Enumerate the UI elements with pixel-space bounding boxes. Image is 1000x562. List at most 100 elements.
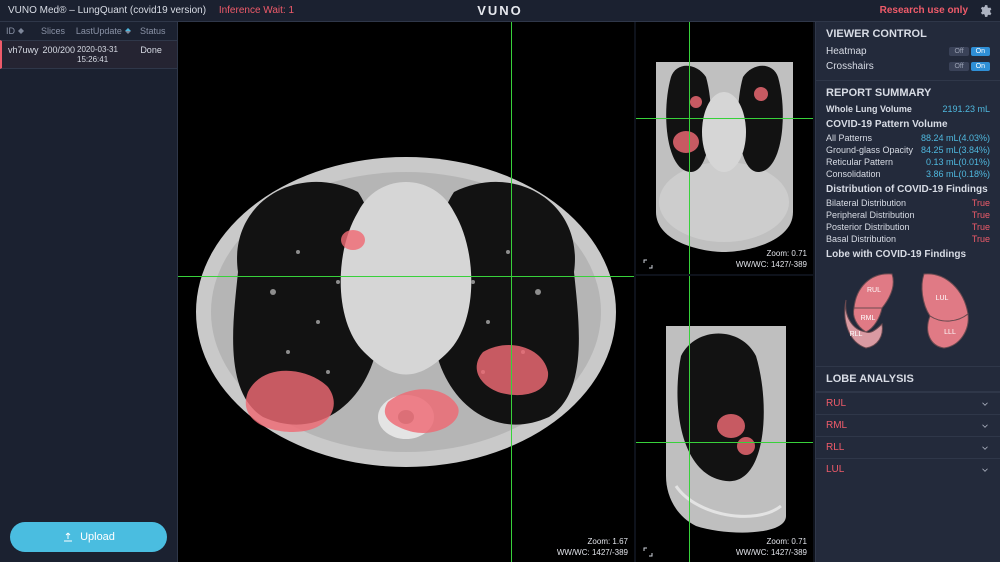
pattern-label: Reticular Pattern [826, 157, 893, 167]
viewer-control-section: VIEWER CONTROL Heatmap Off On Crosshairs… [816, 22, 1000, 81]
upload-button[interactable]: Upload [10, 522, 167, 552]
lobe-name: RUL [826, 398, 846, 409]
expand-icon[interactable] [642, 258, 654, 270]
col-slices: Slices [41, 26, 76, 36]
pattern-label: All Patterns [826, 133, 872, 143]
label-lll: LLL [944, 329, 956, 336]
topbar: VUNO Med® – LungQuant (covid19 version) … [0, 0, 1000, 22]
lobe-row-lul[interactable]: LUL [816, 458, 1000, 480]
distribution-label: Peripheral Distribution [826, 210, 915, 220]
distribution-row: Basal Distribution True [826, 233, 990, 245]
case-row[interactable]: vh7uwy 200/200 2020-03-3115:26:41 Done [0, 40, 177, 69]
crosshairs-toggle[interactable]: Off On [949, 62, 990, 71]
whole-lung-label: Whole Lung Volume [826, 104, 912, 114]
distribution-value: True [972, 198, 990, 208]
distribution-title: Distribution of COVID-19 Findings [826, 184, 990, 195]
crosshair-horizontal [636, 442, 813, 443]
pattern-value: 88.24 mL(4.03%) [921, 133, 990, 143]
distribution-row: Posterior Distribution True [826, 221, 990, 233]
chevron-down-icon [980, 421, 990, 431]
heatmap-row: Heatmap Off On [826, 44, 990, 59]
distribution-value: True [972, 222, 990, 232]
heatmap-toggle[interactable]: Off On [949, 47, 990, 56]
col-status: Status [140, 26, 171, 36]
case-id: vh7uwy [8, 45, 43, 64]
distribution-value: True [972, 234, 990, 244]
ct-coronal [636, 22, 813, 274]
expand-icon[interactable] [642, 546, 654, 558]
distribution-label: Bilateral Distribution [826, 198, 906, 208]
pattern-value: 3.86 mL(0.18%) [926, 169, 990, 179]
viewport-info: Zoom: 1.67 WW/WC: 1427/-389 [557, 537, 628, 558]
lobe-name: LUL [826, 464, 844, 475]
crosshairs-label: Crosshairs [826, 61, 874, 72]
label-rml: RML [861, 315, 876, 322]
viewport-axial[interactable]: Zoom: 1.67 WW/WC: 1427/-389 [178, 22, 634, 562]
pattern-label: Ground-glass Opacity [826, 145, 913, 155]
lobe-name: RLL [826, 442, 844, 453]
lobe-analysis-title: LOBE ANALYSIS [826, 373, 990, 385]
label-lul: LUL [936, 295, 949, 302]
lobe-analysis-section: LOBE ANALYSIS [816, 367, 1000, 392]
chevron-down-icon [980, 465, 990, 475]
lobe-name: RML [826, 420, 847, 431]
label-rul: RUL [867, 287, 881, 294]
col-last-update[interactable]: LastUpdate [76, 26, 140, 36]
pattern-label: Consolidation [826, 169, 881, 179]
distribution-row: Bilateral Distribution True [826, 197, 990, 209]
viewport-info: Zoom: 0.71 WW/WC: 1427/-389 [736, 537, 807, 558]
distribution-row: Peripheral Distribution True [826, 209, 990, 221]
ct-axial-image [178, 22, 634, 562]
inference-wait: Inference Wait: 1 [219, 5, 294, 16]
label-rll: RLL [850, 331, 863, 338]
distribution-value: True [972, 210, 990, 220]
lobe-row-rml[interactable]: RML [816, 414, 1000, 436]
distribution-label: Posterior Distribution [826, 222, 910, 232]
crosshair-horizontal [178, 276, 634, 277]
pattern-row: All Patterns 88.24 mL(4.03%) [826, 132, 990, 144]
case-sidebar: ID Slices LastUpdate Status vh7uwy 200/2… [0, 22, 178, 562]
gear-icon[interactable] [978, 4, 992, 18]
ct-sagittal-image [636, 276, 813, 562]
heatmap-label: Heatmap [826, 46, 867, 57]
lobe-row-rll[interactable]: RLL [816, 436, 1000, 458]
viewport-info: Zoom: 0.71 WW/WC: 1427/-389 [736, 249, 807, 270]
brand-logo: VUNO [477, 3, 523, 18]
pattern-row: Ground-glass Opacity 84.25 mL(3.84%) [826, 144, 990, 156]
product-title: VUNO Med® – LungQuant (covid19 version) … [8, 5, 294, 16]
case-table-header: ID Slices LastUpdate Status [0, 22, 177, 40]
viewer-area: Zoom: 1.67 WW/WC: 1427/-389 [178, 22, 815, 562]
product-name: VUNO Med® – LungQuant (covid19 version) [8, 5, 206, 16]
whole-lung-value: 2191.23 mL [942, 104, 990, 114]
col-id[interactable]: ID [6, 26, 41, 36]
crosshair-horizontal [636, 118, 813, 119]
pattern-row: Reticular Pattern 0.13 mL(0.01%) [826, 156, 990, 168]
upload-icon [62, 531, 74, 543]
right-panel: VIEWER CONTROL Heatmap Off On Crosshairs… [815, 22, 1000, 562]
viewer-control-title: VIEWER CONTROL [826, 28, 990, 40]
case-status: Done [140, 45, 171, 64]
crosshair-vertical [689, 22, 690, 274]
viewport-sagittal[interactable]: Zoom: 0.71 WW/WC: 1427/-389 [636, 276, 813, 562]
ct-axial [178, 22, 634, 562]
chevron-down-icon [980, 443, 990, 453]
report-section: REPORT SUMMARY Whole Lung Volume 2191.23… [816, 81, 1000, 367]
pattern-row: Consolidation 3.86 mL(0.18%) [826, 168, 990, 180]
lobe-row-rul[interactable]: RUL [816, 392, 1000, 414]
research-use-only: Research use only [880, 5, 968, 16]
viewport-coronal[interactable]: Zoom: 0.71 WW/WC: 1427/-389 [636, 22, 813, 274]
ct-coronal-image [636, 22, 813, 274]
crosshairs-row: Crosshairs Off On [826, 59, 990, 74]
crosshair-vertical [511, 22, 512, 562]
pattern-value: 0.13 mL(0.01%) [926, 157, 990, 167]
chevron-down-icon [980, 399, 990, 409]
lobe-diagram: RUL RML RLL LUL LLL [826, 262, 990, 360]
crosshair-vertical [689, 276, 690, 562]
ct-sagittal [636, 276, 813, 562]
case-slices: 200/200 [43, 45, 78, 64]
pattern-volume-title: COVID-19 Pattern Volume [826, 119, 990, 130]
lobe-findings-title: Lobe with COVID-19 Findings [826, 249, 990, 260]
pattern-value: 84.25 mL(3.84%) [921, 145, 990, 155]
distribution-label: Basal Distribution [826, 234, 896, 244]
report-title: REPORT SUMMARY [826, 87, 990, 99]
